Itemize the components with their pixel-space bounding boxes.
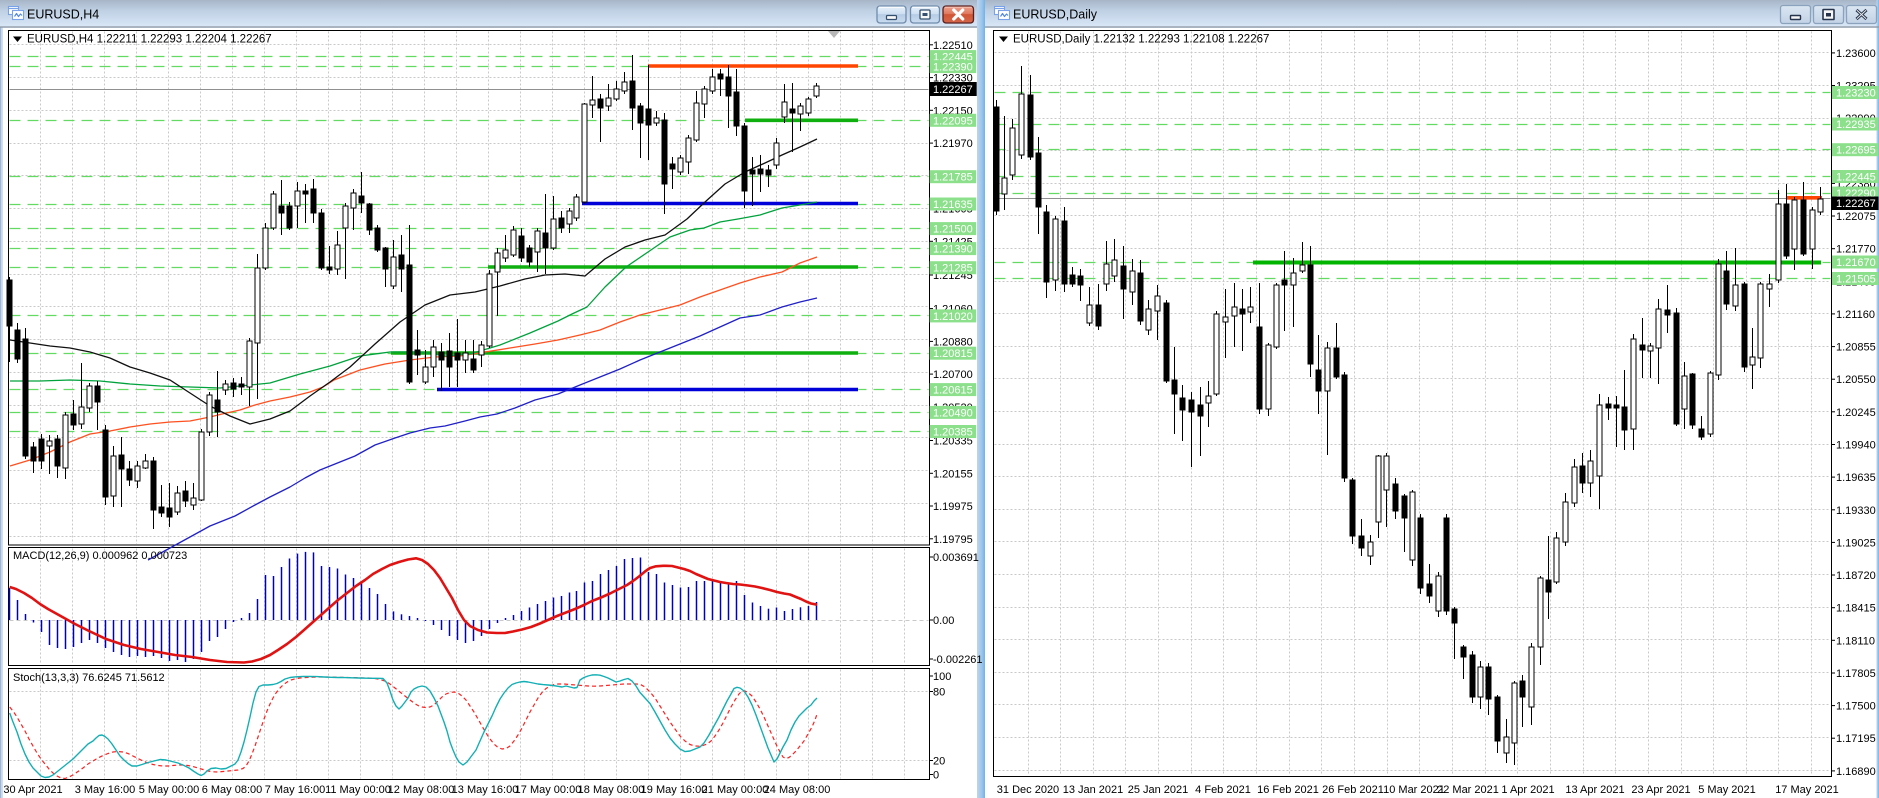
svg-text:1.22267: 1.22267	[1836, 198, 1876, 210]
svg-text:1.20855: 1.20855	[1836, 342, 1876, 354]
svg-text:1.21500: 1.21500	[933, 224, 973, 236]
svg-text:1.21505: 1.21505	[1836, 274, 1876, 286]
svg-text:0.00: 0.00	[933, 615, 954, 627]
svg-text:1.18415: 1.18415	[1836, 603, 1876, 615]
svg-text:1.18110: 1.18110	[1836, 635, 1875, 647]
svg-text:1.16890: 1.16890	[1836, 766, 1876, 778]
svg-text:1.20155: 1.20155	[933, 468, 973, 480]
svg-text:1.21160: 1.21160	[1836, 309, 1875, 321]
svg-text:1.22510: 1.22510	[933, 40, 973, 52]
svg-text:1.20550: 1.20550	[1836, 374, 1876, 386]
svg-text:18 May 08:00: 18 May 08:00	[578, 784, 645, 796]
svg-text:23 Apr 2021: 23 Apr 2021	[1631, 784, 1690, 796]
svg-text:20: 20	[933, 756, 945, 768]
svg-text:1.21785: 1.21785	[933, 172, 973, 184]
svg-text:1.17500: 1.17500	[1836, 701, 1876, 713]
svg-text:1.23600: 1.23600	[1836, 48, 1876, 60]
svg-text:1.21390: 1.21390	[933, 244, 973, 256]
svg-text:EURUSD,H4 1.22211 1.22293 1.2: EURUSD,H4 1.22211 1.22293 1.22204 1.2226…	[27, 34, 272, 46]
svg-text:1.21970: 1.21970	[933, 138, 973, 150]
svg-text:25 Jan 2021: 25 Jan 2021	[1128, 784, 1189, 796]
svg-text:1.17805: 1.17805	[1836, 668, 1876, 680]
svg-text:1.19795: 1.19795	[933, 534, 973, 546]
svg-text:1.22935: 1.22935	[1836, 119, 1876, 131]
svg-text:Stoch(13,3,3) 76.6245 71.5612: Stoch(13,3,3) 76.6245 71.5612	[13, 672, 165, 684]
svg-text:1.19975: 1.19975	[933, 501, 973, 513]
svg-text:1.21020: 1.21020	[933, 311, 973, 323]
svg-text:1.22075: 1.22075	[1836, 211, 1876, 223]
svg-text:1.20880: 1.20880	[933, 336, 973, 348]
svg-text:1.22390: 1.22390	[933, 62, 973, 74]
svg-text:6 May 08:00: 6 May 08:00	[202, 784, 263, 796]
svg-text:1.19940: 1.19940	[1836, 440, 1876, 452]
svg-text:7 May 16:00: 7 May 16:00	[265, 784, 326, 796]
svg-text:11 May 00:00: 11 May 00:00	[325, 784, 391, 796]
svg-text:13 May 16:00: 13 May 16:00	[452, 784, 519, 796]
svg-text:31 Dec 2020: 31 Dec 2020	[997, 784, 1059, 796]
svg-text:4 Feb 2021: 4 Feb 2021	[1195, 784, 1251, 796]
svg-text:30 Apr 2021: 30 Apr 2021	[3, 784, 62, 796]
svg-text:12 May 08:00: 12 May 08:00	[388, 784, 455, 796]
svg-text:1.22267: 1.22267	[933, 84, 973, 96]
svg-text:1.20335: 1.20335	[933, 436, 973, 448]
svg-text:1.20700: 1.20700	[933, 369, 973, 381]
svg-text:13 Apr 2021: 13 Apr 2021	[1565, 784, 1624, 796]
svg-text:1.18720: 1.18720	[1836, 570, 1876, 582]
svg-text:1.22330: 1.22330	[933, 73, 973, 85]
svg-text:1.20815: 1.20815	[933, 348, 973, 360]
svg-text:1.22095: 1.22095	[933, 115, 973, 127]
svg-text:EURUSD,H4: EURUSD,H4	[27, 8, 99, 22]
svg-text:26 Feb 2021: 26 Feb 2021	[1322, 784, 1384, 796]
svg-text:22 Mar 2021: 22 Mar 2021	[1437, 784, 1499, 796]
svg-text:24 May 08:00: 24 May 08:00	[764, 784, 831, 796]
svg-text:0: 0	[933, 770, 939, 782]
svg-text:1.20245: 1.20245	[1836, 407, 1876, 419]
svg-text:1.23230: 1.23230	[1836, 88, 1876, 100]
svg-text:-0.002261: -0.002261	[933, 654, 983, 666]
svg-text:10 Mar 2021: 10 Mar 2021	[1383, 784, 1445, 796]
svg-text:1.17195: 1.17195	[1836, 733, 1876, 745]
svg-text:19 May 16:00: 19 May 16:00	[641, 784, 708, 796]
svg-text:17 May 00:00: 17 May 00:00	[515, 784, 582, 796]
svg-text:21 May 00:00: 21 May 00:00	[702, 784, 769, 796]
svg-text:0.003691: 0.003691	[933, 552, 979, 564]
svg-text:1.20385: 1.20385	[933, 427, 973, 439]
svg-text:5 May 00:00: 5 May 00:00	[139, 784, 200, 796]
svg-text:1.21770: 1.21770	[1836, 244, 1876, 256]
svg-text:16 Feb 2021: 16 Feb 2021	[1257, 784, 1319, 796]
svg-text:EURUSD,Daily: EURUSD,Daily	[1013, 8, 1098, 22]
svg-text:EURUSD,Daily 1.22132 1.22293: EURUSD,Daily 1.22132 1.22293 1.22108 1.2…	[1013, 34, 1269, 46]
svg-text:1.20490: 1.20490	[933, 407, 973, 419]
svg-text:1 Apr 2021: 1 Apr 2021	[1501, 784, 1554, 796]
svg-text:1.21285: 1.21285	[933, 263, 973, 275]
svg-text:1.19635: 1.19635	[1836, 472, 1876, 484]
svg-text:17 May 2021: 17 May 2021	[1775, 784, 1839, 796]
svg-text:1.20615: 1.20615	[933, 385, 973, 397]
svg-text:1.22445: 1.22445	[1836, 172, 1876, 184]
svg-text:1.19330: 1.19330	[1836, 505, 1876, 517]
svg-text:1.22695: 1.22695	[1836, 145, 1876, 157]
svg-text:1.21635: 1.21635	[933, 199, 973, 211]
svg-text:100: 100	[933, 671, 951, 683]
svg-text:3 May 16:00: 3 May 16:00	[75, 784, 136, 796]
svg-text:1.21670: 1.21670	[1836, 257, 1876, 269]
svg-text:MACD(12,26,9) 0.000962 0.00072: MACD(12,26,9) 0.000962 0.000723	[13, 550, 187, 562]
svg-text:5 May 2021: 5 May 2021	[1698, 784, 1755, 796]
svg-text:13 Jan 2021: 13 Jan 2021	[1063, 784, 1124, 796]
svg-text:80: 80	[933, 687, 945, 699]
svg-text:1.19025: 1.19025	[1836, 537, 1876, 549]
